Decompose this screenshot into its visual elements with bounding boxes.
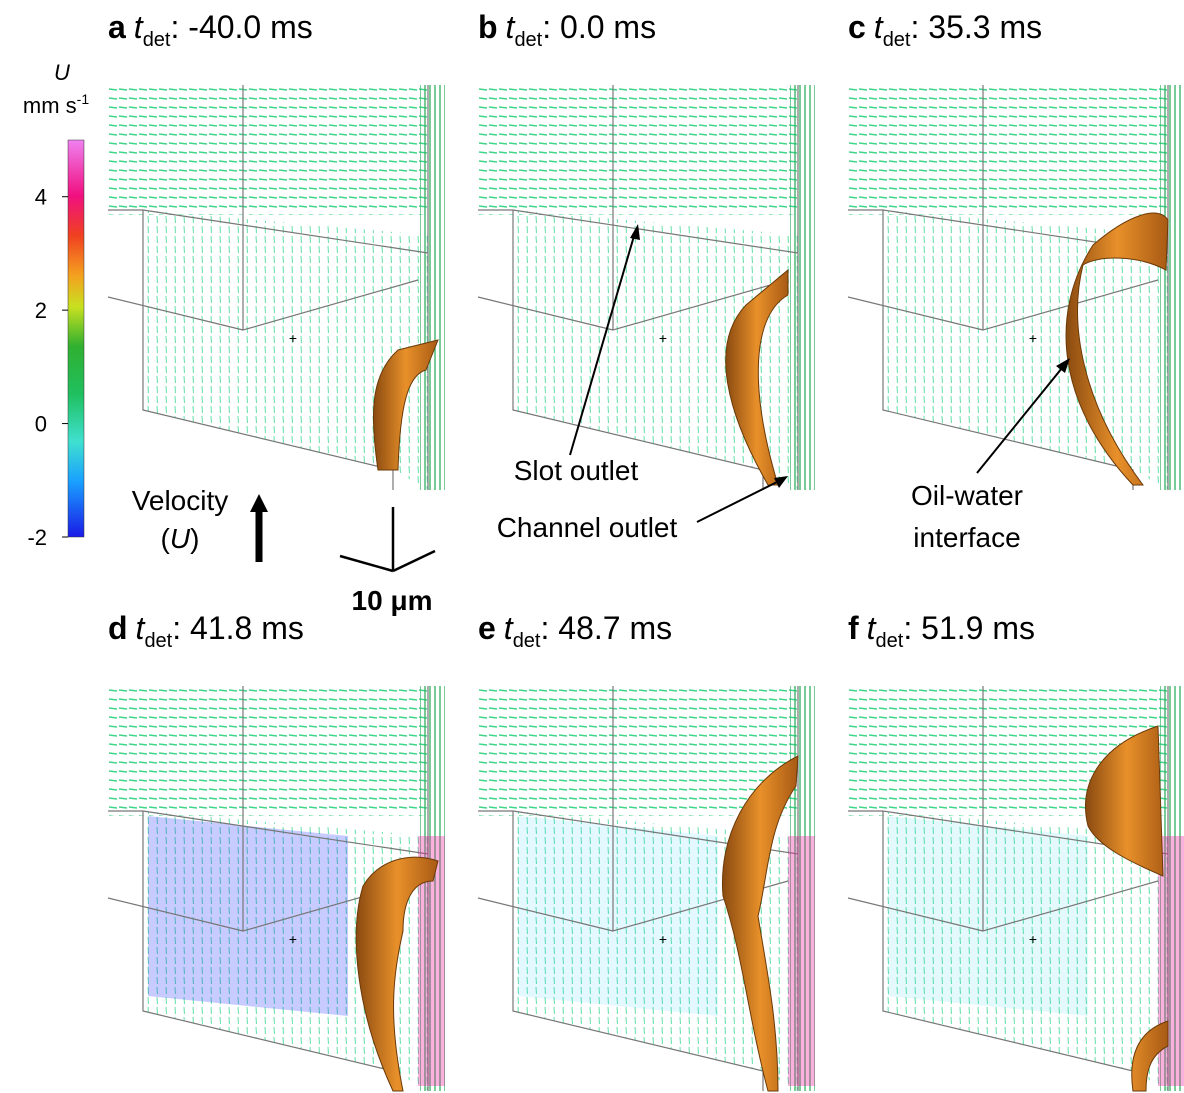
figure: U mm s-1 4 2 0 -2 Velocity (U) 10 μm atdet:… (0, 0, 1184, 1093)
panel-time: : 41.8 ms (172, 610, 304, 646)
panel-letter: a (108, 9, 126, 45)
panel-time: : 35.3 ms (911, 9, 1043, 45)
colorbar-tick-label: 2 (35, 298, 47, 323)
flow-tint (518, 816, 718, 1016)
origin-marker: + (289, 931, 297, 947)
colorbar-tick-label: -2 (27, 525, 47, 550)
scale-bar-label: 10 μm (352, 585, 433, 616)
flow-tint (148, 816, 348, 1016)
flow-upper (108, 686, 428, 816)
origin-marker: + (1029, 931, 1037, 947)
panel-image: + (478, 686, 815, 1091)
velocity-symbol: (U) (161, 523, 200, 554)
flow-upper (108, 85, 428, 215)
panel-image: + (478, 85, 815, 490)
velocity-label: Velocity (132, 485, 229, 516)
velocity-arrow-head (250, 494, 268, 512)
panel-letter: e (478, 610, 496, 646)
panel-label: atdet: -40.0 ms (108, 9, 313, 51)
panel-letter: d (108, 610, 128, 646)
panel-image: + (848, 686, 1184, 1091)
annotation: Oil-water (911, 480, 1023, 511)
panel-subscript: det (143, 29, 171, 51)
flow-upper (478, 85, 798, 215)
channel-wall (1160, 85, 1184, 490)
triad-line (340, 556, 393, 571)
panel-image: + (108, 686, 445, 1091)
panel-subscript: det (514, 29, 542, 51)
annotation: Slot outlet (514, 455, 639, 486)
colorbar (68, 140, 84, 537)
flow-upper (848, 85, 1168, 215)
panel-time: : 48.7 ms (541, 610, 673, 646)
origin-marker: + (289, 330, 297, 346)
panel-time: : -40.0 ms (171, 9, 313, 45)
triad-line (393, 551, 435, 571)
origin-marker: + (1029, 330, 1037, 346)
flow-tint (888, 816, 1088, 1016)
panel-image: + (848, 85, 1184, 490)
annotation: Channel outlet (497, 512, 678, 543)
panel-letter: f (848, 610, 859, 646)
axis-triad (340, 507, 435, 571)
colorbar-tick-label: 0 (35, 412, 47, 437)
annotation: interface (913, 522, 1020, 553)
colorbar-symbol: U (54, 60, 70, 85)
origin-marker: + (659, 330, 667, 346)
channel-wall (790, 85, 815, 490)
panel-time: : 0.0 ms (542, 9, 656, 45)
page: {"colorbar": {"symbol": "U", "unit": "mm… (0, 0, 1184, 1093)
annotation-arrow (697, 482, 777, 522)
paren: ) (190, 523, 199, 554)
panel-subscript: det (144, 630, 172, 652)
panel-image: + (108, 85, 445, 490)
panel-time: : 51.9 ms (903, 610, 1035, 646)
panel-letter: c (848, 9, 866, 45)
colorbar-ticks: 4 2 0 -2 (27, 185, 68, 550)
colorbar-unit: mm s-1 (23, 91, 89, 118)
panel-subscript: det (883, 29, 911, 51)
panel-subscript: det (876, 630, 904, 652)
velocity-u: U (170, 523, 191, 554)
origin-marker: + (659, 931, 667, 947)
outlet-heat (788, 836, 815, 1086)
channel-wall (420, 85, 445, 490)
panel-letter: b (478, 9, 498, 45)
colorbar-unit-exponent: -1 (77, 91, 90, 107)
colorbar-unit-text: mm s (23, 93, 77, 118)
colorbar-tick-label: 4 (35, 185, 47, 210)
panel-subscript: det (513, 630, 541, 652)
